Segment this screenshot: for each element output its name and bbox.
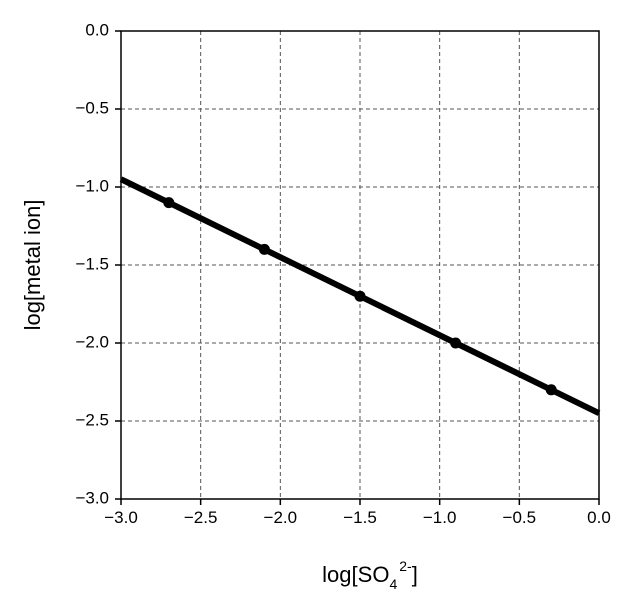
x-tick-label: −2.0 [264,508,298,527]
data-point [163,197,175,209]
y-tick-label: 0.0 [85,20,109,39]
x-tick-label: −1.0 [423,508,457,527]
y-tick-label: −3.0 [75,488,109,507]
y-tick-label: −0.5 [75,98,109,117]
data-point [354,290,366,302]
plot-frame [120,30,600,500]
x-label-sub: 4 [389,576,397,592]
y-axis-label: log[metal ion] [20,200,45,331]
y-tick-label: −2.0 [75,332,109,351]
x-tick-label: −2.5 [184,508,218,527]
x-label-sup: 2- [399,558,412,574]
data-point [545,384,557,396]
x-tick-label: −0.5 [503,508,537,527]
y-tick-label: −1.0 [75,176,109,195]
y-tick-label: −2.5 [75,410,109,429]
x-tick-label: 0.0 [587,508,611,527]
data-point [450,337,462,349]
data-point [258,243,270,255]
x-label-end: ] [412,562,418,587]
y-tick-label: −1.5 [75,254,109,273]
x-axis-label: log[SO42-] [322,558,418,592]
x-tick-label: −3.0 [104,508,138,527]
x-tick-label: −1.5 [343,508,377,527]
x-label-text: log[SO [322,562,389,587]
